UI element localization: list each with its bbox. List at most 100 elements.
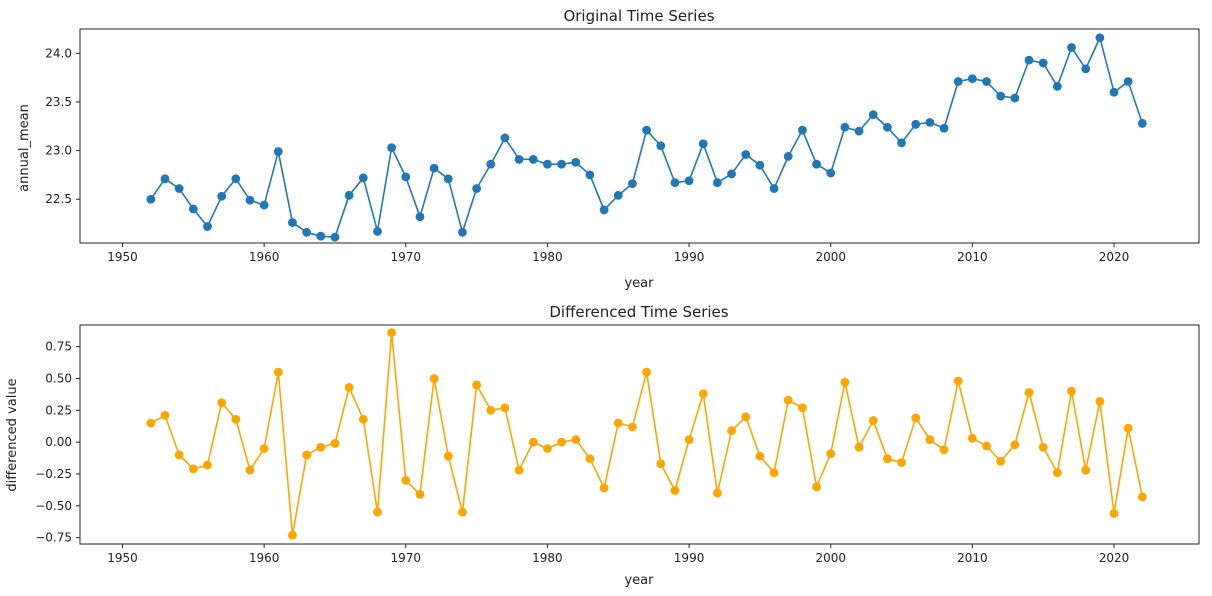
data-point [429,374,439,383]
y-tick-label: 23.5 [45,95,72,109]
data-point [996,456,1006,466]
data-point [472,184,482,193]
data-point [415,489,425,499]
data-point [1137,492,1147,502]
data-point [698,139,708,149]
data-point [203,460,212,470]
data-point [344,382,354,392]
data-point [259,200,269,210]
data-point [642,125,651,135]
data-point [443,451,453,461]
original-series-panel: Original Time Series year annual_mean 19… [17,7,1200,291]
y-tick-label: 23.0 [45,144,72,158]
data-point [486,159,496,169]
data-point [160,174,170,184]
data-point [500,403,510,413]
x-tick-label: 1950 [107,250,138,264]
data-point [1067,386,1076,396]
data-point [231,174,241,184]
data-point [868,110,878,119]
data-point [599,205,609,215]
data-point [415,212,425,222]
data-point [273,147,283,156]
data-point [628,422,637,432]
data-point [713,488,722,498]
data-point [854,126,864,136]
data-point [245,195,255,205]
data-point [514,154,524,164]
data-point [401,172,411,182]
data-point [826,449,836,458]
data-point [160,411,170,420]
data-point [939,445,949,455]
data-point [1137,118,1147,128]
data-point [528,154,538,164]
data-point [982,441,991,451]
y-axis-label: differenced value [5,378,20,491]
plot-frame [79,324,1200,545]
data-point [882,454,892,464]
data-point [642,367,651,377]
data-point [1109,509,1119,518]
data-point [727,426,736,436]
data-point [882,122,892,132]
data-point [812,482,821,492]
x-tick-label: 1980 [532,551,563,565]
data-point [1095,33,1105,43]
data-point [826,168,836,178]
data-point [514,465,524,475]
data-point [486,405,496,415]
y-tick-label: 22.5 [45,192,72,206]
x-axis-label: year [624,573,654,588]
x-tick-label: 1970 [391,551,422,565]
data-point [854,442,864,452]
data-point [543,159,552,169]
y-tick-label: −0.25 [35,467,72,481]
data-point [174,450,184,460]
y-tick-label: 0.50 [45,371,72,385]
data-point [783,152,793,161]
data-point [330,232,340,242]
x-tick-label: 2000 [815,250,846,264]
data-point [458,507,467,517]
data-point [387,328,397,338]
data-point [330,439,340,448]
y-tick-label: −0.50 [35,499,72,513]
data-point [245,465,255,475]
chart-title: Differenced Time Series [549,303,728,321]
y-tick-label: −0.75 [35,531,72,545]
data-point [911,119,921,129]
chart-title: Original Time Series [563,7,714,25]
data-point [500,133,510,143]
data-point [755,451,765,461]
x-tick-label: 2020 [1099,551,1130,565]
data-point [302,450,312,460]
data-point [1123,77,1133,86]
data-point [1081,64,1091,74]
data-point [373,226,382,236]
data-point [727,169,736,179]
data-point [897,138,906,148]
data-point [358,414,368,424]
data-point [1024,55,1034,65]
data-point [1067,43,1076,52]
y-axis-label: annual_mean [17,104,32,192]
data-point [472,380,482,390]
data-point [684,176,694,186]
data-point [599,483,609,493]
y-tick-label: 0.75 [45,340,72,354]
data-point [840,122,850,132]
data-point [585,170,595,180]
data-point [967,74,977,84]
data-point [797,403,807,413]
data-point [1052,468,1062,478]
data-point [1123,423,1133,433]
x-tick-label: 2010 [957,551,988,565]
data-point [613,190,623,200]
data-point [953,77,963,86]
data-point [344,190,354,200]
y-tick-label: 24.0 [45,46,72,60]
data-point [755,160,765,170]
data-point [302,227,312,237]
